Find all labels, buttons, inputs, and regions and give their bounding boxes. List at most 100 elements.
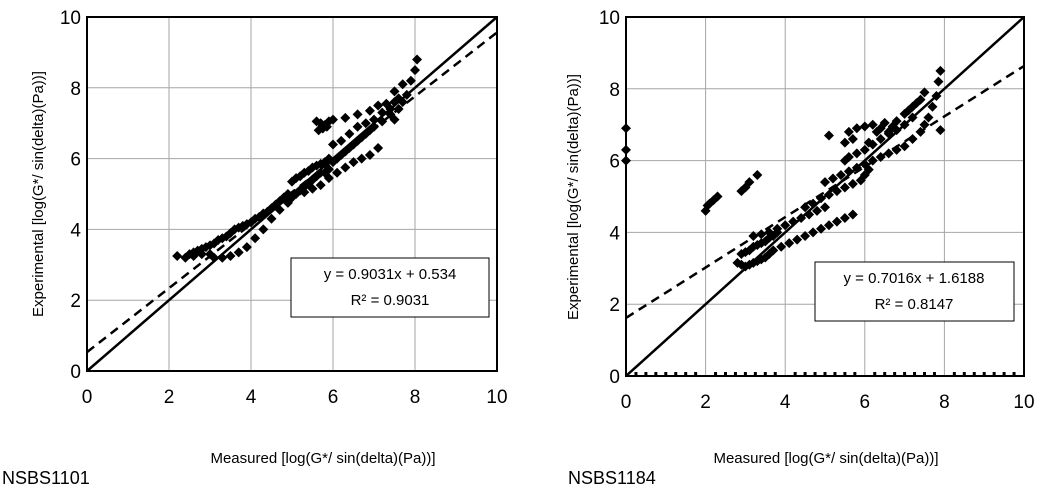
y-axis-label: Experimental [log(G*/ sin(delta)(Pa))] bbox=[30, 71, 47, 317]
x-tick-label: 6 bbox=[328, 387, 339, 408]
data-point bbox=[784, 238, 795, 249]
data-point bbox=[835, 169, 846, 180]
data-point bbox=[851, 162, 862, 173]
data-point bbox=[188, 250, 199, 261]
data-point bbox=[843, 152, 854, 163]
data-point bbox=[871, 126, 882, 137]
data-point bbox=[847, 209, 858, 220]
data-point bbox=[927, 101, 938, 112]
data-point bbox=[344, 128, 355, 139]
y-axis-label: Experimental [log(G*/ sin(delta)(Pa))] bbox=[565, 74, 582, 320]
data-point bbox=[839, 137, 850, 148]
x-tick-label: 10 bbox=[486, 387, 507, 408]
data-point bbox=[899, 119, 910, 130]
gridlines bbox=[87, 17, 497, 371]
baseline-dot bbox=[634, 372, 638, 376]
data-point bbox=[756, 229, 767, 240]
data-point bbox=[863, 137, 874, 148]
baseline-dot bbox=[674, 372, 678, 376]
baseline-dot bbox=[694, 372, 698, 376]
x-tick-label: 2 bbox=[164, 387, 175, 408]
baseline-dot bbox=[843, 372, 847, 376]
data-point bbox=[887, 121, 898, 132]
data-point bbox=[891, 144, 902, 155]
data-point bbox=[744, 177, 755, 188]
data-point bbox=[410, 65, 420, 76]
y-tick-label: 8 bbox=[609, 80, 620, 101]
baseline-dot bbox=[733, 372, 737, 376]
baseline-dot bbox=[853, 372, 857, 376]
data-point bbox=[748, 230, 759, 241]
baseline-dot bbox=[654, 372, 658, 376]
data-point bbox=[258, 224, 269, 235]
x-tick-label: 4 bbox=[246, 387, 257, 408]
data-point bbox=[299, 187, 310, 198]
y-tick-label: 2 bbox=[70, 291, 81, 312]
data-point bbox=[800, 202, 811, 213]
baseline-dot bbox=[644, 372, 648, 376]
data-point bbox=[369, 114, 379, 125]
line-of-equality bbox=[625, 16, 1025, 377]
data-point bbox=[307, 183, 318, 194]
data-point bbox=[903, 105, 914, 116]
data-point bbox=[859, 159, 870, 170]
data-point bbox=[412, 54, 423, 65]
baseline-dot bbox=[972, 372, 976, 376]
baseline-dot bbox=[763, 372, 767, 376]
reference-lines bbox=[625, 16, 1025, 377]
data-point bbox=[364, 105, 375, 116]
data-point bbox=[827, 173, 838, 184]
data-point bbox=[831, 186, 842, 197]
baseline-dot bbox=[883, 372, 887, 376]
data-point bbox=[328, 114, 338, 125]
data-point bbox=[891, 125, 902, 136]
baseline-dot bbox=[923, 372, 926, 376]
data-point bbox=[839, 213, 850, 224]
data-point bbox=[933, 76, 944, 87]
data-point bbox=[808, 198, 819, 209]
data-point bbox=[397, 79, 408, 90]
data-point bbox=[792, 234, 803, 245]
data-point bbox=[401, 89, 412, 100]
data-point bbox=[800, 230, 811, 241]
y-tick-label: 4 bbox=[609, 223, 620, 244]
data-point bbox=[839, 182, 850, 193]
data-point bbox=[851, 123, 862, 134]
y-tick-label: 2 bbox=[609, 295, 620, 316]
data-points bbox=[172, 54, 423, 263]
data-point bbox=[843, 126, 854, 137]
data-point bbox=[808, 227, 819, 238]
x-axis-label: Measured [log(G*/ sin(delta)(Pa))] bbox=[210, 450, 435, 467]
data-point bbox=[875, 152, 886, 163]
data-point bbox=[851, 148, 862, 159]
data-point bbox=[356, 153, 367, 164]
data-point bbox=[907, 134, 918, 145]
data-point bbox=[405, 75, 416, 86]
data-point bbox=[823, 130, 834, 141]
equation-box: y = 0.7016x + 1.6188 R² = 0.8147 bbox=[814, 261, 1015, 322]
data-point bbox=[935, 65, 946, 76]
baseline-dot bbox=[992, 372, 996, 376]
data-point bbox=[241, 242, 252, 253]
y-tick-label: 10 bbox=[60, 8, 81, 29]
data-point bbox=[875, 134, 886, 145]
baseline-dot bbox=[803, 372, 807, 376]
y-tick-label: 4 bbox=[70, 220, 81, 241]
data-point bbox=[867, 119, 878, 130]
y-tick-label: 0 bbox=[609, 367, 620, 388]
data-point bbox=[780, 220, 791, 231]
baseline-dot bbox=[952, 372, 956, 376]
baseline-dot bbox=[823, 372, 827, 376]
data-point bbox=[847, 134, 858, 145]
data-point bbox=[393, 104, 404, 115]
data-point bbox=[796, 213, 807, 224]
x-axis-label: Measured [log(G*/ sin(delta)(Pa))] bbox=[713, 450, 938, 467]
baseline-dot bbox=[753, 372, 757, 376]
data-point bbox=[340, 112, 351, 123]
baseline-dot bbox=[714, 372, 718, 376]
data-point bbox=[788, 216, 799, 227]
data-point bbox=[823, 220, 834, 231]
data-point bbox=[389, 114, 400, 125]
data-point bbox=[804, 209, 815, 220]
